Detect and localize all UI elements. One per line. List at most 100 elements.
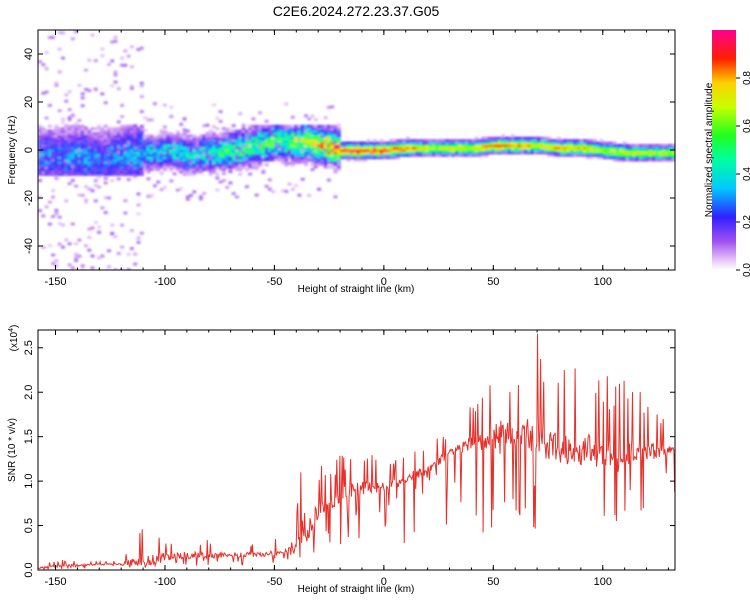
spectrogram-cell <box>93 170 98 174</box>
spectrogram-cell <box>336 139 341 143</box>
spectrogram-cell <box>107 151 111 155</box>
spectrogram-cell <box>38 127 43 131</box>
spectrogram-cell <box>169 146 174 150</box>
spectrogram-cell <box>41 158 46 162</box>
x-tick-label: 0 <box>381 276 387 288</box>
spectrogram-cell <box>333 158 338 162</box>
spectrogram-cell <box>395 144 400 148</box>
spectrogram-cell <box>395 148 400 152</box>
spectrogram-cell <box>372 139 377 143</box>
spectrogram-cell <box>156 146 161 150</box>
spectrogram-cell <box>100 47 105 51</box>
spectrogram-cell <box>235 129 240 133</box>
spectrogram-cell <box>182 141 187 145</box>
spectrogram-cell <box>225 136 230 140</box>
spectrogram-cell <box>182 128 187 132</box>
snr-y-ticks: 0.00.51.01.52.02.5 <box>23 340 675 578</box>
spectrogram-cell <box>248 124 253 128</box>
spectrogram-cell <box>461 141 466 145</box>
spectrogram-cell <box>668 158 673 162</box>
spectrogram-cell <box>149 148 154 152</box>
spectrogram-cell <box>418 151 423 155</box>
spectrogram-cell <box>363 144 368 148</box>
spectrogram-cell <box>235 153 240 157</box>
spectrogram-cell <box>333 151 338 155</box>
spectrogram-cell <box>478 153 483 157</box>
spectrogram-cell <box>428 148 433 152</box>
spectrogram-cell <box>501 151 506 155</box>
spectrogram-cell <box>464 144 469 148</box>
spectrogram-cell <box>126 134 131 138</box>
spectrogram-cell <box>258 151 263 155</box>
spectrogram-cell <box>333 148 338 152</box>
spectrogram-cell <box>484 141 489 145</box>
spectrogram-cell <box>231 132 236 136</box>
spectrogram-cell <box>409 148 414 152</box>
spectrogram-cell <box>228 136 233 140</box>
spectrogram-cell <box>330 158 335 162</box>
spectrogram-cell <box>622 144 627 148</box>
spectrogram-cell <box>300 160 305 164</box>
spectrogram-cell <box>254 148 259 152</box>
spectrogram-cell <box>300 136 305 140</box>
spectrogram-cell <box>87 248 92 252</box>
spectrogram-cell <box>343 151 348 155</box>
spectrogram-cell <box>116 132 121 136</box>
spectrogram-cell <box>205 136 210 140</box>
spectrogram-cell <box>310 146 315 150</box>
spectrogram-cell <box>97 163 102 167</box>
spectrogram-cell <box>84 158 89 162</box>
spectrogram-cell <box>274 146 279 150</box>
spectrogram-cell <box>363 141 368 145</box>
spectrogram-cell <box>120 134 125 138</box>
spectrogram-cell <box>64 136 69 140</box>
spectrogram-cell <box>310 132 315 136</box>
spectrogram-cell <box>120 141 125 145</box>
spectrogram-cell <box>218 144 223 148</box>
spectrogram-cell <box>61 117 65 121</box>
spectrogram-cell <box>494 148 499 152</box>
spectrogram-cell <box>274 143 279 146</box>
spectrogram-cell <box>537 146 542 150</box>
spectrogram-cell <box>254 134 259 138</box>
spectrogram-cell <box>487 141 492 145</box>
spectrogram-cell <box>481 153 486 157</box>
spectrogram-cell <box>38 179 42 182</box>
spectrogram-cell <box>566 151 571 155</box>
spectrogram-cell <box>287 144 292 148</box>
spectrogram-cell <box>238 134 243 138</box>
spectrogram-cell <box>67 127 72 131</box>
spectrogram-cell <box>84 144 89 148</box>
spectrogram-cell <box>501 146 506 150</box>
spectrogram-cell <box>225 156 230 160</box>
spectrogram-cell <box>307 127 312 131</box>
spectrogram-cell <box>116 172 121 176</box>
spectrogram-cell <box>290 151 295 155</box>
spectrogram-cell <box>126 148 131 152</box>
spectrogram-cell <box>133 165 138 169</box>
spectrogram-cell <box>491 151 496 155</box>
spectrogram-cell <box>41 132 46 136</box>
spectrogram-cell <box>435 148 440 152</box>
spectrogram-cell <box>107 129 112 133</box>
spectrogram-cell <box>569 144 574 148</box>
spectrogram-cell <box>494 151 499 155</box>
spectrogram-cell <box>405 148 410 152</box>
spectrogram-cell <box>382 153 387 157</box>
spectrogram-cell <box>638 148 643 152</box>
spectrogram-cell <box>652 158 657 162</box>
colorbar: 0.00.20.40.60.8 Normalized spectral ampl… <box>704 30 750 277</box>
spectrogram-cell <box>372 144 377 148</box>
spectrogram-cell <box>409 139 414 143</box>
spectrogram-cell <box>330 148 335 152</box>
spectrogram-cell <box>307 124 312 128</box>
spectrogram-cell <box>146 141 151 145</box>
spectrogram-cell <box>458 151 463 155</box>
spectrogram-cell <box>146 158 151 162</box>
spectrogram-cell <box>175 134 180 138</box>
spectrogram-cell <box>70 151 75 155</box>
spectrogram-cell <box>399 153 404 157</box>
spectrogram-cell <box>422 151 427 155</box>
spectrogram-cell <box>297 129 302 133</box>
spectrogram-cell <box>143 160 148 164</box>
